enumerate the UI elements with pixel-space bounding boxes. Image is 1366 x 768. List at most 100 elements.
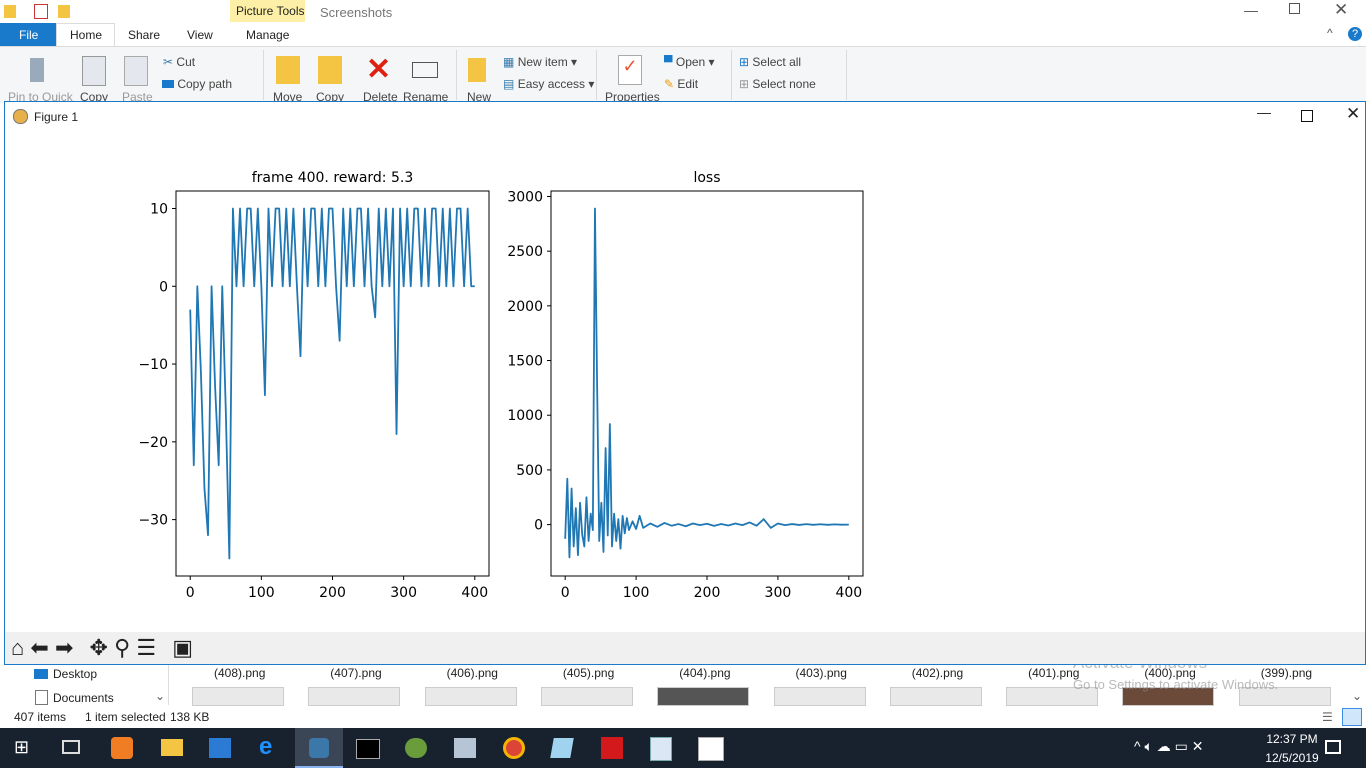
ribbon-button[interactable]: Paste bbox=[122, 90, 153, 104]
file-name[interactable]: (402).png bbox=[911, 666, 964, 680]
delete-icon: ✕ bbox=[366, 53, 392, 86]
file-thumbnail[interactable] bbox=[1006, 687, 1099, 706]
tab[interactable]: Home bbox=[70, 28, 103, 42]
tab[interactable]: Manage bbox=[246, 28, 290, 42]
file-thumbnail[interactable] bbox=[773, 687, 866, 706]
acrobat-icon[interactable] bbox=[601, 737, 623, 759]
explorer-content: Desktop Documents ⌄ (408).png (407).png (4… bbox=[0, 653, 1366, 728]
file-name[interactable]: (404).png bbox=[679, 666, 731, 680]
ribbon-button[interactable]: ▀ Open ▾ bbox=[664, 55, 715, 69]
file-thumbnail[interactable] bbox=[192, 687, 284, 706]
tab[interactable]: Share bbox=[128, 28, 161, 42]
android-icon[interactable] bbox=[405, 738, 427, 758]
tab[interactable]: File bbox=[19, 28, 39, 42]
ribbon-button[interactable]: ⊞ Select all bbox=[739, 55, 802, 69]
ribbon-button[interactable]: Rename bbox=[403, 90, 449, 104]
separator bbox=[731, 50, 732, 100]
ribbon-button[interactable]: Move bbox=[273, 90, 303, 104]
ribbon-button[interactable]: Copy bbox=[80, 90, 109, 104]
file-thumbnail[interactable] bbox=[308, 687, 401, 706]
file-name[interactable]: (406).png bbox=[446, 666, 498, 680]
x-tick-label: 400 bbox=[461, 585, 488, 601]
start-button[interactable]: ⊞ bbox=[14, 737, 30, 757]
home-button[interactable]: ⌂ bbox=[11, 635, 25, 660]
y-tick-label: 1500 bbox=[507, 354, 543, 370]
file-thumbnail[interactable] bbox=[657, 687, 750, 706]
nav-item[interactable]: Desktop bbox=[53, 667, 98, 681]
expand-arrow[interactable]: ⌄ bbox=[155, 689, 166, 703]
task-view[interactable] bbox=[62, 740, 80, 754]
ribbon-button[interactable]: Properties bbox=[605, 90, 660, 104]
edge-icon[interactable]: e bbox=[259, 733, 273, 760]
details-view[interactable]: ☰ bbox=[1322, 710, 1333, 724]
x-tick-label: 0 bbox=[561, 585, 570, 601]
document-icon[interactable] bbox=[650, 737, 672, 761]
y-tick-label: 2000 bbox=[507, 299, 543, 315]
x-tick-label: 200 bbox=[319, 585, 346, 601]
clock-time[interactable]: 12:37 PM bbox=[1266, 732, 1318, 746]
ribbon-button[interactable]: New bbox=[467, 90, 492, 104]
scroll-down[interactable]: ⌄ bbox=[1352, 689, 1363, 703]
close-button[interactable]: ✕ bbox=[1334, 0, 1349, 19]
forward-button[interactable]: ➡ bbox=[54, 635, 74, 660]
ribbon-button[interactable]: ▤ Easy access ▾ bbox=[503, 77, 595, 91]
file-name[interactable]: (400).png bbox=[1144, 666, 1196, 680]
ribbon-button[interactable]: ⊞ Select none bbox=[739, 77, 816, 91]
ribbon-button-label: Open bbox=[675, 55, 706, 69]
ribbon-button-label: Easy access bbox=[517, 77, 586, 91]
file-name[interactable]: (403).png bbox=[795, 666, 847, 680]
close-button[interactable]: ✕ bbox=[1346, 104, 1361, 123]
file-thumbnail[interactable] bbox=[540, 687, 633, 706]
restore-button[interactable] bbox=[1289, 3, 1300, 14]
file-name[interactable]: (405).png bbox=[562, 666, 615, 680]
status-item: 138 KB bbox=[170, 710, 210, 724]
pan-button[interactable]: ✥ bbox=[89, 635, 108, 660]
back-button[interactable]: ⬅ bbox=[30, 635, 49, 660]
file-name[interactable]: (408).png bbox=[214, 666, 266, 680]
minimize-button[interactable]: — bbox=[1257, 104, 1271, 120]
file-name[interactable]: (399).png bbox=[1260, 666, 1313, 680]
file-thumbnail[interactable] bbox=[889, 687, 982, 706]
ribbon-button[interactable]: ✎ Edit bbox=[664, 77, 699, 91]
file-thumbnail[interactable] bbox=[1238, 687, 1331, 706]
ribbon-button[interactable]: Pin to Quick bbox=[8, 90, 73, 104]
explorer-icon[interactable] bbox=[161, 739, 183, 756]
chrome-icon[interactable] bbox=[503, 737, 525, 759]
new-folder-icon bbox=[468, 58, 486, 82]
activation-watermark: Go to Settings to activate Windows. bbox=[1073, 677, 1279, 692]
app-icon[interactable] bbox=[550, 738, 574, 758]
cmd-icon[interactable] bbox=[356, 739, 380, 759]
collapse-ribbon[interactable]: ^ bbox=[1327, 26, 1333, 40]
ribbon-button[interactable]: ▦ New item ▾ bbox=[503, 55, 578, 69]
thumbnail-view[interactable] bbox=[1342, 708, 1362, 726]
minimize-button[interactable]: — bbox=[1244, 2, 1258, 18]
file-name[interactable]: (407).png bbox=[330, 666, 382, 680]
configure-button[interactable]: ☰ bbox=[136, 635, 157, 660]
file-thumbnail[interactable] bbox=[424, 687, 517, 706]
monitor-icon[interactable] bbox=[454, 738, 476, 758]
ribbon-button[interactable]: ✂ Cut bbox=[163, 55, 196, 69]
store-icon[interactable] bbox=[209, 738, 231, 758]
xampp-icon[interactable] bbox=[111, 737, 133, 759]
ribbon-button[interactable]: Copy bbox=[316, 90, 345, 104]
zoom-button[interactable]: ⚲ bbox=[114, 635, 131, 660]
maximize-button[interactable] bbox=[1301, 110, 1313, 122]
tab[interactable]: View bbox=[187, 28, 213, 42]
y-tick-label: −10 bbox=[138, 357, 168, 373]
file-thumbnail[interactable] bbox=[1122, 687, 1215, 706]
nav-item[interactable]: Documents bbox=[53, 691, 114, 705]
python-icon bbox=[309, 738, 329, 758]
separator bbox=[168, 665, 169, 705]
file-name[interactable]: (401).png bbox=[1028, 666, 1080, 680]
properties-icon: ✓ bbox=[618, 55, 642, 85]
help-button[interactable]: ? bbox=[1348, 27, 1362, 41]
action-center[interactable] bbox=[1325, 740, 1341, 754]
photos-icon[interactable] bbox=[698, 737, 724, 761]
tray-icons[interactable]: ^ 🔈︎ ☁︎ ▭ ✕ bbox=[1134, 738, 1204, 754]
contextual-tab[interactable]: Picture Tools bbox=[236, 4, 305, 18]
save-button[interactable]: ▣ bbox=[172, 635, 194, 660]
clock-date[interactable]: 12/5/2019 bbox=[1265, 751, 1319, 765]
ribbon-button[interactable]: Copy path bbox=[162, 77, 232, 91]
ribbon-button[interactable]: Delete bbox=[363, 90, 398, 104]
separator bbox=[846, 50, 847, 100]
